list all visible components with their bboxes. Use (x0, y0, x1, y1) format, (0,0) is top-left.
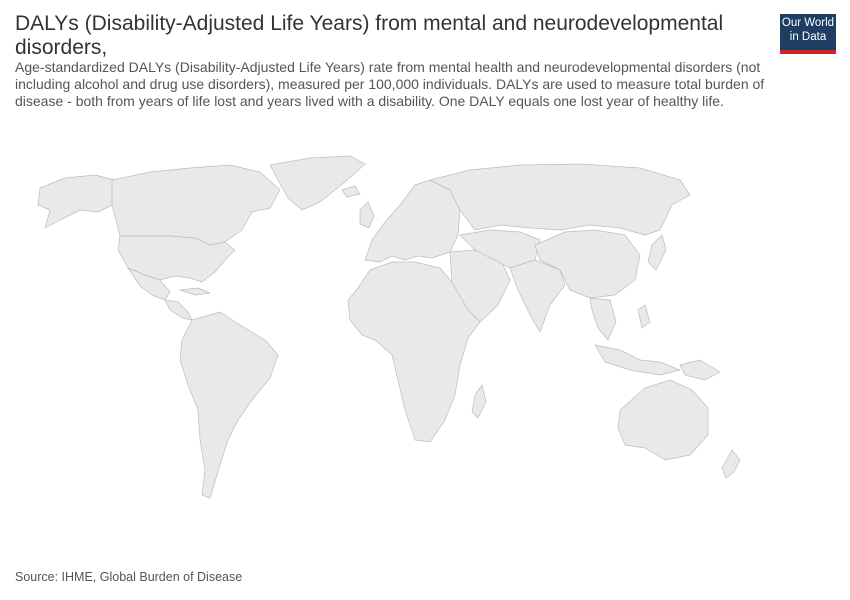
logo-line-1: Our World (781, 17, 835, 29)
region-central-america[interactable] (164, 299, 193, 321)
region-madagascar[interactable] (471, 384, 487, 419)
region-europe[interactable] (364, 179, 461, 263)
region-japan[interactable] (647, 234, 667, 271)
region-new-zealand[interactable] (721, 449, 740, 479)
source-note: Source: IHME, Global Burden of Disease (15, 570, 243, 584)
owid-logo[interactable]: Our World in Data (780, 14, 836, 54)
region-mexico[interactable] (127, 267, 171, 301)
region-indonesia[interactable] (594, 344, 681, 376)
region-africa[interactable] (347, 261, 481, 443)
region-greenland[interactable] (269, 155, 366, 211)
logo-line-2: in Data (789, 31, 827, 43)
region-russia[interactable] (429, 163, 691, 236)
region-iceland[interactable] (341, 185, 361, 198)
region-philippines[interactable] (637, 304, 651, 329)
world-map[interactable] (20, 150, 740, 510)
logo-accent-bar (780, 50, 836, 54)
chart-subtitle: Age-standardized DALYs (Disability-Adjus… (15, 59, 765, 109)
region-southeast-asia[interactable] (589, 297, 617, 341)
region-great-britain[interactable] (359, 201, 375, 229)
chart-title: DALYs (Disability-Adjusted Life Years) f… (15, 12, 724, 59)
region-south-america[interactable] (179, 311, 279, 499)
region-china[interactable] (534, 229, 641, 299)
region-alaska[interactable] (37, 174, 116, 229)
region-india[interactable] (509, 259, 566, 333)
region-australia[interactable] (617, 379, 709, 461)
region-cuba[interactable] (179, 287, 211, 296)
region-new-guinea[interactable] (679, 359, 721, 381)
region-canada[interactable] (111, 164, 281, 246)
